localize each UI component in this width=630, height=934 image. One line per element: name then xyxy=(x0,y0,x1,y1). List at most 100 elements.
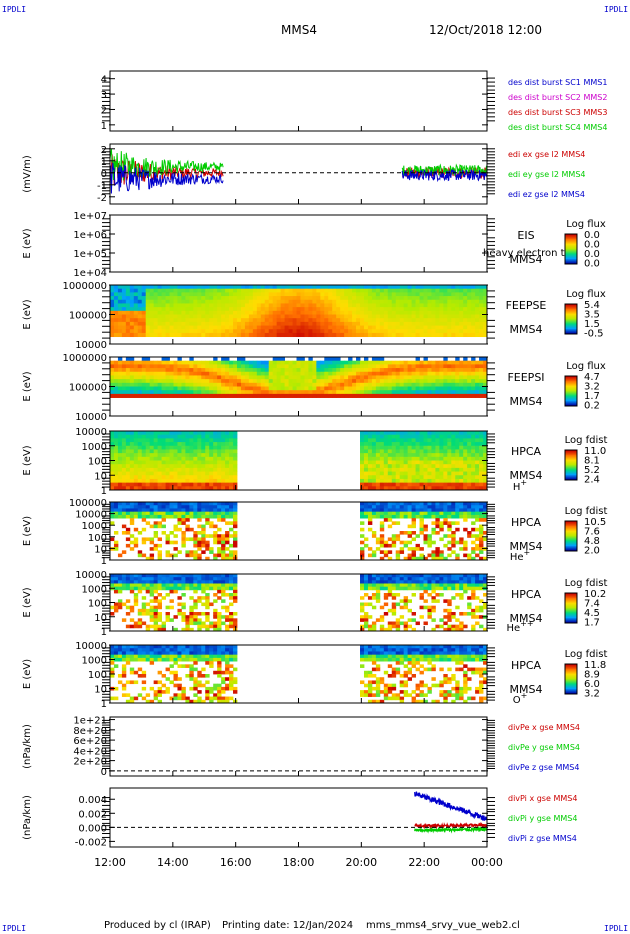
p9-colorbar-step xyxy=(565,670,577,672)
p6-ytick-label: 100 xyxy=(88,457,107,468)
p11-legend-entry: divPi x gse MMS4 xyxy=(508,794,577,803)
p7-ytick-label: 10 xyxy=(94,544,107,555)
p3-frame xyxy=(109,214,488,273)
p8-colorbar-step xyxy=(565,616,577,619)
p7-ytick-label: 1000 xyxy=(82,521,107,532)
p4-colorbar-step xyxy=(565,322,577,325)
p9-colorbar-step xyxy=(565,676,577,679)
p8-ytick-label: 10000 xyxy=(75,570,107,581)
p9-colorbar-step xyxy=(565,669,577,671)
p5-colorbar-step xyxy=(565,387,577,389)
p3-colorbar-step xyxy=(565,242,577,245)
p4-ytick-label: 100000 xyxy=(69,311,107,322)
p5-colorbar-label: 3.2 xyxy=(584,382,600,393)
p1-ytick-label: 3 xyxy=(101,90,107,101)
p8-heatmap-cells xyxy=(110,574,487,631)
p8-colorbar-frame xyxy=(564,592,578,624)
time-axis-label: 18:00 xyxy=(283,856,315,869)
p8-colorbar-step xyxy=(565,618,577,620)
p6-ylabel: E (eV) xyxy=(22,445,33,475)
p4-colorbar-step xyxy=(565,305,577,307)
p4-colorbar-step xyxy=(565,316,577,319)
p11-ytick-label: 0.000 xyxy=(78,823,107,834)
p5-colorbar-step xyxy=(565,384,577,387)
p7-ytick-label: 1 xyxy=(101,556,107,567)
p5-ytick-label: 10000 xyxy=(75,412,107,423)
p4-colorbar-step xyxy=(565,309,577,311)
p5-spacecraft-label: MMS4 xyxy=(510,395,543,408)
p3-colorbar-step xyxy=(565,250,577,252)
p3-ytick-label: 1e+05 xyxy=(73,249,107,260)
p11-frame xyxy=(109,787,488,848)
p4-colorbar-step xyxy=(565,315,577,317)
p6-colorbar-step xyxy=(565,455,577,457)
p6-spacecraft-label: MMS4 xyxy=(510,469,543,482)
p11-ylabel: (nPa/km) xyxy=(22,795,33,840)
p8-colorbar-step xyxy=(565,614,577,616)
p1-legend-entry: des dist burst SC1 MMS1 xyxy=(508,78,607,87)
p5-colorbar-step xyxy=(565,388,577,391)
p6-colorbar-step xyxy=(565,465,577,467)
p8-ytick-label: 1 xyxy=(101,627,107,638)
p11-ytick-label: -0.002 xyxy=(75,837,107,848)
p5-colorbar-step xyxy=(565,379,577,382)
p9-ytick-label: 100 xyxy=(88,670,107,681)
p11-ytick-label: 0.002 xyxy=(78,809,107,820)
p7-colorbar-step xyxy=(565,531,577,533)
p8-colorbar-label: 10.2 xyxy=(584,589,606,600)
p7-colorbar-step xyxy=(565,544,577,547)
p5-colorbar-label: 4.7 xyxy=(584,372,600,383)
p9-colorbar-step xyxy=(565,680,577,682)
p6-ytick-label: 1 xyxy=(101,486,107,497)
p3-colorbar-label: 0.0 xyxy=(584,259,600,270)
p3-colorbar-frame xyxy=(564,233,578,265)
p5-colorbar-step xyxy=(565,397,577,399)
p9-colorbar-step xyxy=(565,672,577,675)
p5-ytick-label: 1000000 xyxy=(62,353,107,364)
p7-heatmap-cells xyxy=(110,502,487,560)
p9-instrument-label: HPCA xyxy=(511,659,542,672)
p6-colorbar-step xyxy=(565,466,577,468)
p4-colorbar-step xyxy=(565,312,577,315)
p4-colorbar-step xyxy=(565,317,577,320)
p9-colorbar-step xyxy=(565,691,577,694)
p7-colorbar-step xyxy=(565,532,577,534)
p5-colorbar-step xyxy=(565,401,577,403)
p6-colorbar-frame xyxy=(564,449,578,481)
p11-series xyxy=(414,791,487,834)
p7-colorbar-step xyxy=(565,537,577,539)
footer-produced-by: Produced by cl (IRAP) xyxy=(104,920,211,931)
p6-instrument-label: HPCA xyxy=(511,445,542,458)
p8-ytick-label: 10 xyxy=(94,613,107,624)
p11-ytick-label: 0.004 xyxy=(78,795,107,806)
p3-colorbar-step xyxy=(565,249,577,251)
p9-colorbar-label: 8.9 xyxy=(584,670,600,681)
footer-printing-date: Printing date: 12/Jan/2024 xyxy=(222,920,354,931)
p6-colorbar-step xyxy=(565,457,577,460)
time-axis-label: 22:00 xyxy=(408,856,440,869)
p9-ytick-label: 10 xyxy=(94,685,107,696)
p3-colorbar-label: 0.0 xyxy=(584,249,600,260)
p3-colorbar-step xyxy=(565,255,577,257)
p3-colorbar-label: 0.0 xyxy=(584,240,600,251)
p4-colorbar-step xyxy=(565,314,577,316)
p2-ytick-label: 2 xyxy=(101,145,107,156)
p6-colorbar-step xyxy=(565,475,577,477)
p7-colorbar-step xyxy=(565,536,577,538)
p2-series-line xyxy=(110,162,224,194)
p7-colorbar-step xyxy=(565,533,577,536)
p7-ytick-label: 10000 xyxy=(75,510,107,521)
p7-colorbar-step xyxy=(565,546,577,548)
p3-colorbar-step xyxy=(565,247,577,250)
p5-colorbar-label: 0.2 xyxy=(584,401,600,412)
p1-ytick-label: 1 xyxy=(101,121,107,132)
p1-frame xyxy=(109,70,488,132)
p6-colorbar-step xyxy=(565,472,577,475)
p8-ytick-label: 1000 xyxy=(82,584,107,595)
p7-ylabel: E (eV) xyxy=(22,516,33,546)
p9-colorbar-step xyxy=(565,685,577,687)
p4-ytick-label: 10000 xyxy=(75,340,107,351)
p4-colorbar-step xyxy=(565,321,577,324)
p3-ylabel: E (eV) xyxy=(22,228,33,258)
